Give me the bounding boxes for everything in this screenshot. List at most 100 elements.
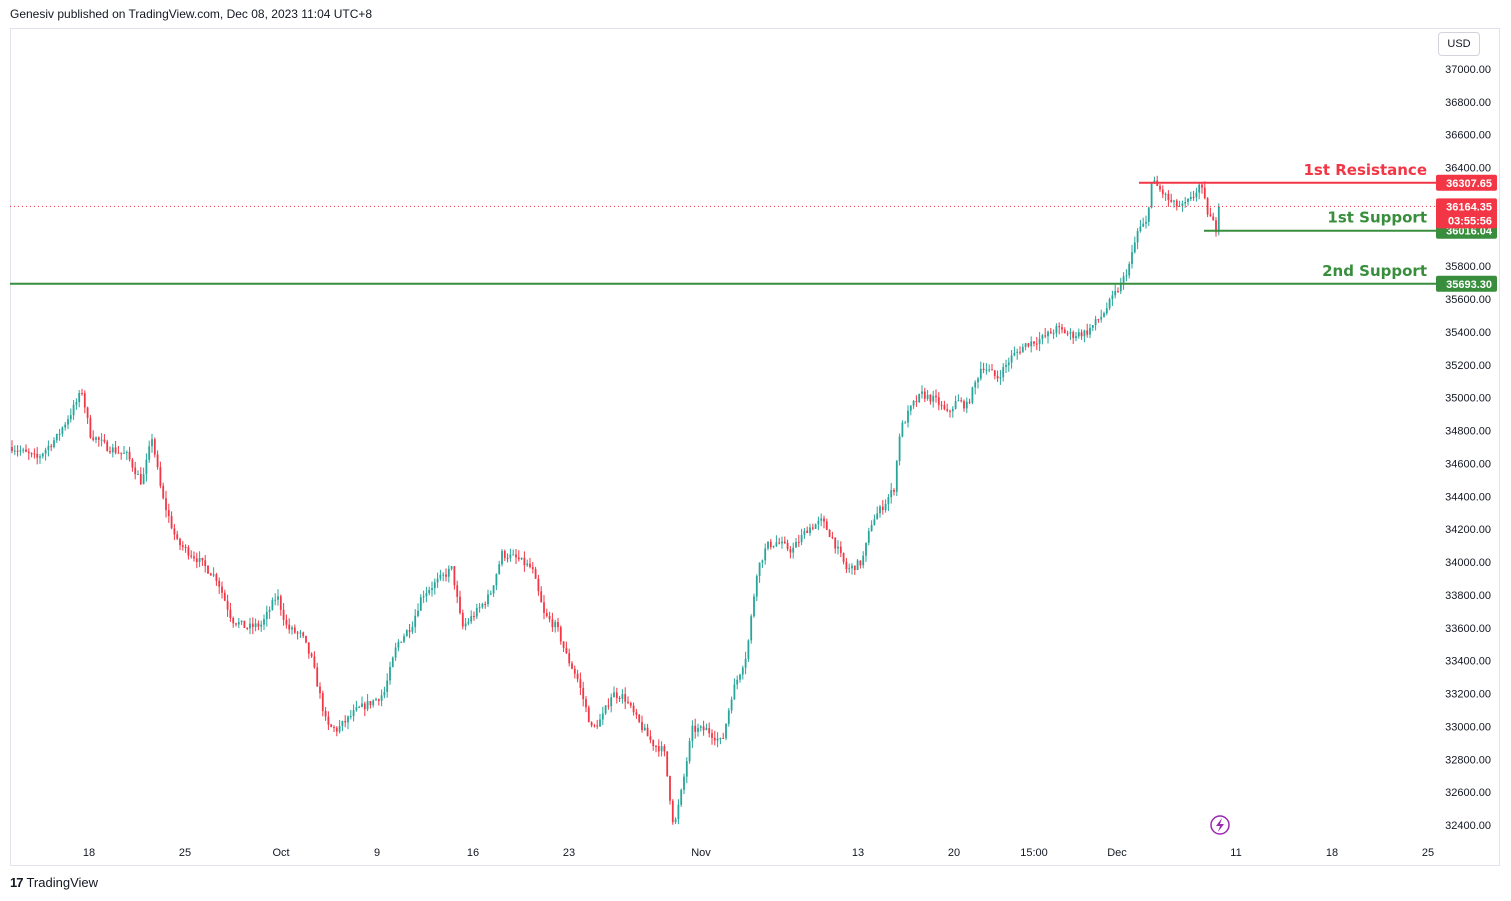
candle-body xyxy=(1173,200,1175,202)
candle-body xyxy=(545,612,548,616)
currency-selector[interactable]: USD xyxy=(1438,32,1480,56)
candle-body xyxy=(369,701,372,706)
candle-body xyxy=(184,546,187,548)
publish-header: Genesiv published on TradingView.com, De… xyxy=(10,7,373,21)
candle-body xyxy=(559,627,562,642)
candle-body xyxy=(13,450,16,452)
candle-body xyxy=(823,518,825,522)
candle-body xyxy=(131,459,134,468)
candle-body xyxy=(162,485,165,499)
candle-body xyxy=(979,368,982,379)
candle-body xyxy=(909,405,912,411)
candle-body xyxy=(282,609,285,620)
candle-body xyxy=(299,632,302,634)
candle-body xyxy=(257,623,260,627)
candle-body xyxy=(708,728,711,734)
candle-body xyxy=(596,725,599,727)
candle-body xyxy=(324,711,327,717)
candle-body xyxy=(548,615,551,620)
chart-frame[interactable] xyxy=(10,28,1500,866)
candle-body xyxy=(72,404,75,416)
level-label: 1st Support xyxy=(1327,209,1427,227)
candle-body xyxy=(291,627,293,630)
candle-body xyxy=(193,556,195,559)
candle-body xyxy=(671,800,674,823)
candle-body xyxy=(109,451,111,453)
candle-body xyxy=(1133,242,1136,253)
candle-body xyxy=(355,707,358,711)
candle-body xyxy=(397,642,400,648)
candle-body xyxy=(873,519,876,526)
candle-body xyxy=(607,705,610,707)
candle-body xyxy=(971,387,974,403)
candle-body xyxy=(1159,185,1161,190)
candle-body xyxy=(859,560,862,566)
candle-body xyxy=(1215,220,1217,233)
candle-body xyxy=(263,619,265,625)
time-tick-label: 16 xyxy=(467,847,479,859)
time-axis[interactable]: 18 25 Oct 9 16 23 Nov 13 20 15:00 Dec 11 18 25 xyxy=(83,847,1434,859)
candle-body xyxy=(554,622,557,628)
candle-body xyxy=(67,419,69,425)
candle-body xyxy=(1083,330,1086,337)
candle-body xyxy=(237,622,240,625)
candle-body xyxy=(288,624,291,630)
level-price-tag xyxy=(1436,275,1497,292)
candle-body xyxy=(232,618,235,624)
candle-body xyxy=(716,738,719,741)
alert-icon[interactable] xyxy=(1210,815,1230,835)
candle-body xyxy=(473,616,475,618)
candle-body xyxy=(92,437,95,440)
candle-body xyxy=(638,714,641,722)
price-tick-label: 34800.00 xyxy=(1445,426,1491,438)
candle-body xyxy=(148,446,151,460)
candle-body xyxy=(845,561,848,570)
candle-body xyxy=(890,490,893,498)
candle-body xyxy=(44,449,47,454)
candle-body xyxy=(47,445,50,450)
candle-body xyxy=(1052,333,1055,335)
candle-body xyxy=(1089,327,1091,335)
candle-body xyxy=(702,726,705,731)
candle-body xyxy=(1033,341,1035,344)
candle-body xyxy=(884,503,887,510)
levels-layer: 1st Resistance 1st Support 2nd Support xyxy=(10,161,1436,285)
candle-body xyxy=(125,451,128,453)
candle-body xyxy=(587,707,590,723)
candle-body xyxy=(744,658,747,668)
candle-body xyxy=(159,467,162,486)
candle-body xyxy=(503,551,506,558)
candle-body xyxy=(543,602,545,613)
candle-body xyxy=(198,557,201,563)
candle-body xyxy=(674,819,677,823)
candle-body xyxy=(677,804,680,820)
candle-body xyxy=(1153,180,1156,183)
candle-body xyxy=(176,534,179,539)
candle-body xyxy=(165,498,167,511)
candle-body xyxy=(181,545,184,547)
candle-body xyxy=(862,555,865,566)
candle-body xyxy=(932,395,935,402)
candle-body xyxy=(358,706,361,708)
candle-body xyxy=(307,642,310,654)
candle-body xyxy=(660,746,663,752)
candle-body xyxy=(380,695,383,701)
candle-body xyxy=(209,573,212,576)
candle-body xyxy=(1212,216,1215,221)
tradingview-logo[interactable]: 17 TradingView xyxy=(10,875,98,890)
price-axis[interactable]: 32400.00 32600.00 32800.00 33000.00 33200.00… xyxy=(1445,64,1491,832)
candle-body xyxy=(515,554,517,558)
candle-body xyxy=(778,542,781,544)
candle-body xyxy=(951,408,954,412)
candle-body xyxy=(1189,196,1192,200)
candle-body xyxy=(898,436,901,461)
candle-body xyxy=(621,694,624,699)
candle-body xyxy=(1128,264,1131,276)
candle-body xyxy=(363,703,366,710)
candle-body xyxy=(453,566,456,586)
candle-body xyxy=(940,404,943,406)
candle-body xyxy=(1131,252,1133,265)
candle-body xyxy=(666,751,669,777)
candle-body xyxy=(333,726,335,728)
